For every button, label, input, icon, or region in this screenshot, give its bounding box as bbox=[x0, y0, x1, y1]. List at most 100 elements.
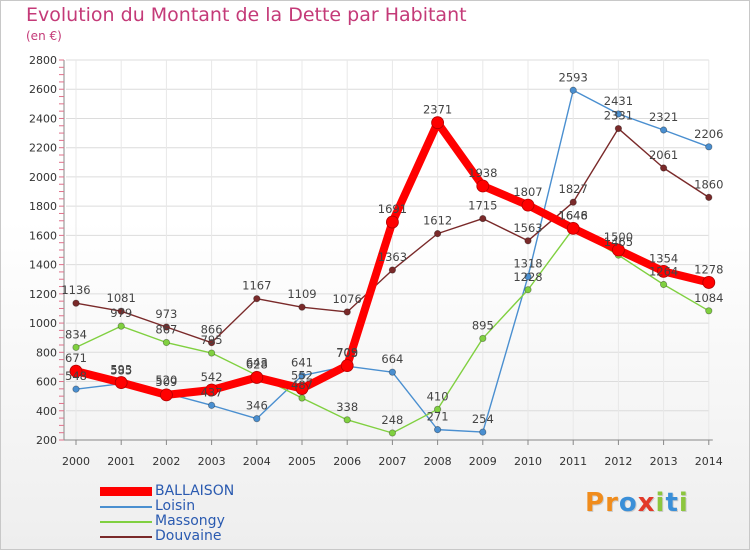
data-point bbox=[205, 383, 219, 397]
y-tick-label: 2200 bbox=[29, 142, 57, 155]
x-tick-label: 2007 bbox=[378, 455, 406, 468]
series-layer bbox=[69, 86, 716, 437]
y-tick-label: 1600 bbox=[29, 229, 57, 242]
y-tick-label: 600 bbox=[36, 376, 57, 389]
x-tick-label: 2009 bbox=[469, 455, 497, 468]
data-point bbox=[524, 286, 532, 294]
data-label: 1109 bbox=[287, 287, 316, 301]
data-point bbox=[298, 394, 306, 402]
logo-letter: o bbox=[618, 488, 638, 518]
data-label: 338 bbox=[336, 400, 358, 414]
data-point bbox=[524, 272, 532, 281]
legend-label: Douvaine bbox=[155, 528, 222, 544]
data-label: 1807 bbox=[513, 185, 542, 199]
data-label: 2371 bbox=[423, 103, 452, 117]
chart-subtitle: (en €) bbox=[26, 29, 62, 43]
data-point bbox=[479, 428, 487, 436]
logo-letter: t bbox=[665, 488, 679, 518]
data-point bbox=[657, 264, 670, 278]
data-label: 346 bbox=[246, 399, 268, 413]
data-point bbox=[566, 221, 580, 235]
data-label: 1860 bbox=[694, 177, 723, 191]
data-point bbox=[612, 243, 625, 257]
data-point bbox=[253, 415, 261, 423]
data-point bbox=[208, 339, 216, 347]
data-point bbox=[208, 349, 216, 357]
data-label: 641 bbox=[291, 356, 313, 370]
data-point bbox=[433, 405, 442, 413]
data-label: 1648 bbox=[559, 208, 588, 222]
y-tick-label: 1400 bbox=[29, 259, 57, 272]
data-label: 1228 bbox=[513, 270, 542, 284]
data-label: 664 bbox=[381, 352, 403, 366]
data-label: 1827 bbox=[559, 182, 588, 196]
x-tick-label: 2011 bbox=[559, 455, 587, 468]
y-tick-label: 2000 bbox=[29, 171, 57, 184]
data-label: 1715 bbox=[468, 199, 497, 213]
data-label: 643 bbox=[246, 355, 268, 369]
data-label: 1081 bbox=[107, 291, 136, 305]
data-point bbox=[476, 179, 490, 193]
data-point bbox=[388, 266, 396, 274]
y-tick-label: 1000 bbox=[29, 317, 57, 330]
legend-label: BALLAISON bbox=[155, 483, 235, 499]
data-label: 2206 bbox=[694, 127, 723, 141]
data-point bbox=[614, 110, 623, 118]
data-label: 709 bbox=[336, 346, 358, 360]
data-label: 509 bbox=[155, 375, 177, 389]
data-point bbox=[659, 280, 668, 289]
axes: 200 400 600 800 1000 1200 1400 1600 1800 2000 2200… bbox=[29, 54, 723, 468]
data-label: 410 bbox=[427, 389, 449, 403]
data-label: 437 bbox=[201, 385, 223, 399]
data-point bbox=[295, 382, 309, 395]
x-tick-label: 2000 bbox=[62, 455, 90, 468]
y-tick-label: 400 bbox=[36, 405, 57, 418]
data-label: 866 bbox=[201, 323, 223, 337]
data-label: 552 bbox=[291, 369, 313, 383]
data-point bbox=[250, 371, 264, 384]
data-label: 1076 bbox=[333, 292, 362, 306]
data-label: 1465 bbox=[604, 235, 633, 249]
x-tick-label: 2005 bbox=[288, 455, 316, 468]
data-point bbox=[162, 338, 170, 347]
data-label: 548 bbox=[65, 369, 87, 383]
x-tick-label: 2008 bbox=[424, 455, 452, 468]
data-point bbox=[72, 385, 80, 393]
data-point bbox=[385, 215, 399, 229]
data-label: 1500 bbox=[604, 230, 633, 244]
y-tick-label: 1800 bbox=[29, 200, 57, 213]
data-point bbox=[524, 237, 532, 245]
x-tick-label: 2013 bbox=[650, 455, 678, 468]
data-label: 2593 bbox=[559, 70, 588, 84]
x-tick-label: 2003 bbox=[198, 455, 226, 468]
data-point bbox=[702, 276, 716, 289]
legend-label: Massongy bbox=[155, 513, 225, 529]
data-point bbox=[72, 299, 80, 307]
data-label: 1612 bbox=[423, 214, 452, 228]
x-tick-label: 2004 bbox=[243, 455, 271, 468]
data-label: 1318 bbox=[513, 257, 542, 271]
data-label: 1691 bbox=[378, 202, 407, 216]
data-label: 1278 bbox=[694, 262, 723, 276]
data-point bbox=[117, 307, 125, 315]
data-point bbox=[343, 308, 351, 316]
data-label: 520 bbox=[155, 373, 177, 387]
x-tick-label: 2006 bbox=[333, 455, 361, 468]
data-point bbox=[705, 307, 713, 315]
data-point bbox=[705, 193, 713, 201]
legend-swatch bbox=[100, 536, 152, 538]
y-tick-label: 1200 bbox=[29, 288, 57, 301]
data-point bbox=[114, 376, 128, 389]
data-label: 834 bbox=[65, 327, 87, 341]
data-point bbox=[479, 334, 487, 343]
data-point bbox=[159, 388, 173, 402]
data-label: 248 bbox=[381, 413, 403, 427]
legend-label: Loisin bbox=[155, 498, 196, 514]
logo-letter: i bbox=[678, 488, 689, 518]
data-label: 1264 bbox=[649, 264, 678, 278]
data-point bbox=[569, 198, 577, 206]
data-label: 542 bbox=[201, 370, 223, 384]
y-tick-label: 2400 bbox=[29, 112, 57, 125]
y-tick-label: 800 bbox=[36, 346, 57, 359]
data-point bbox=[521, 198, 535, 212]
